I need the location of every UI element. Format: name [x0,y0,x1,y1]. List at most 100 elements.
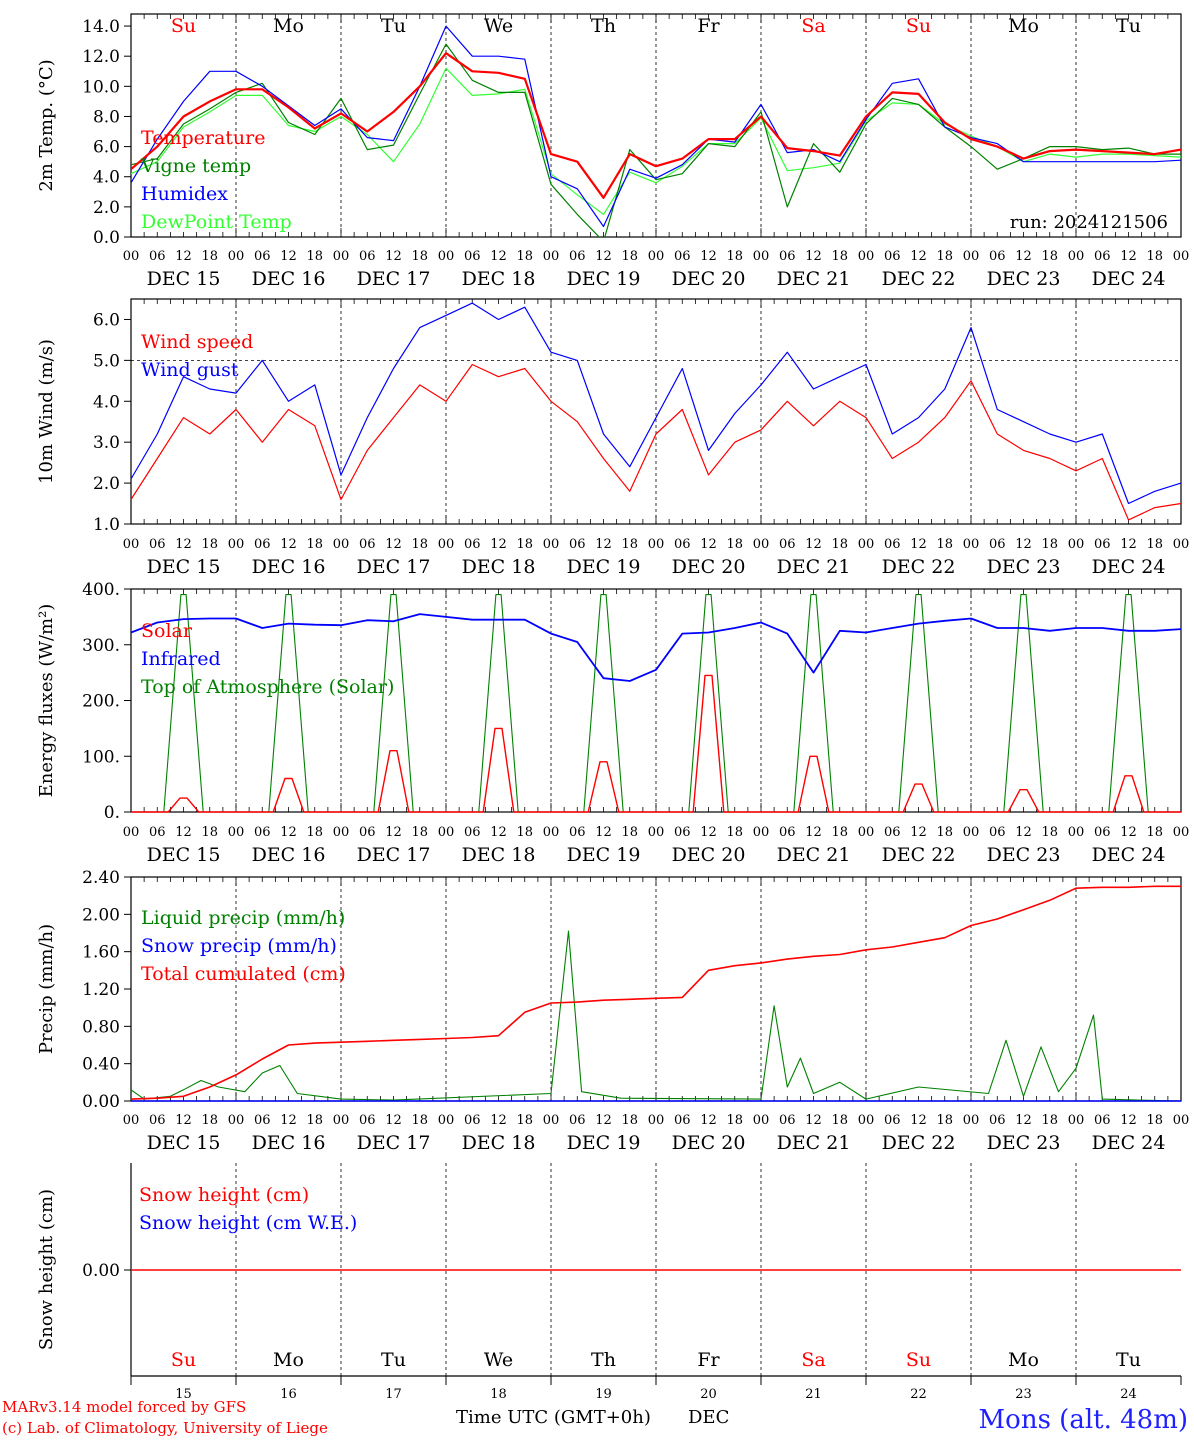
y-tick-label: 6.0 [93,310,120,330]
date-label: DEC 24 [1092,844,1166,866]
hour-tick-label: 06 [359,537,376,552]
y-tick-label: 1.20 [82,980,120,1000]
hour-tick-label: 00 [753,1113,770,1128]
hour-tick-label: 00 [543,825,560,840]
date-label: DEC 20 [672,844,746,866]
y-tick-label: 1.0 [93,515,120,535]
hour-tick-label: 06 [359,249,376,264]
date-label: DEC 15 [147,844,221,866]
hour-tick-label: 00 [333,1113,350,1128]
hour-tick-label: 00 [963,537,980,552]
hour-tick-label: 12 [490,825,507,840]
date-label: DEC 18 [462,556,536,578]
date-label: DEC 18 [462,268,536,290]
hour-tick-label: 00 [1068,1113,1085,1128]
date-label: DEC 17 [357,844,431,866]
date-label: DEC 16 [252,556,326,578]
series-line [130,363,1182,521]
hour-tick-label: 18 [411,249,428,264]
hour-tick-label: 00 [963,1113,980,1128]
hour-tick-label: 00 [753,537,770,552]
hour-tick-label: 06 [149,537,166,552]
hour-tick-label: 18 [726,1113,743,1128]
hour-tick-label: 18 [831,537,848,552]
hour-tick-label: 06 [674,249,691,264]
hour-tick-label: 06 [359,1113,376,1128]
hour-tick-label: 00 [858,249,875,264]
date-label: DEC 20 [672,556,746,578]
hour-tick-label: 00 [333,825,350,840]
temperature-panel: 0.0 2.0 4.0 6.0 8.0 10.0 12.0 14.0 2m Temp. (°C)… [36,13,1189,290]
hour-tick-label: 18 [936,537,953,552]
hour-tick-label: 12 [1120,825,1137,840]
hour-tick-label: 06 [464,825,481,840]
hour-tick-label: 18 [621,825,638,840]
hour-tick-label: 12 [175,537,192,552]
date-label: DEC 16 [252,844,326,866]
date-label: DEC 16 [252,268,326,290]
footer-model: MARv3.14 model forced by GFS [2,1398,246,1416]
hour-tick-label: 06 [884,825,901,840]
hour-tick-label: 00 [1173,825,1190,840]
hour-tick-label: 18 [411,537,428,552]
hour-tick-label: 06 [884,249,901,264]
hour-tick-label: 12 [805,1113,822,1128]
energy-panel: 0. 100. 200. 300. 400. Energy fluxes (W/m²) So… [36,580,1189,866]
footer-credit: (c) Lab. of Climatology, University of L… [2,1419,328,1437]
weekday-label: Mo [273,15,304,37]
hour-tick-label: 18 [1146,1113,1163,1128]
hour-tick-label: 18 [516,537,533,552]
run-label: run: 2024121506 [1010,212,1168,233]
hour-tick-label: 00 [123,825,140,840]
hour-tick-label: 00 [438,1113,455,1128]
hour-tick-label: 00 [123,249,140,264]
legend-entry: Total cumulated (cm) [141,963,346,985]
hour-tick-label: 00 [858,537,875,552]
hour-tick-label: 12 [910,249,927,264]
y-tick-label: 400. [82,580,120,600]
weekday-label: Fr [697,15,720,37]
date-label: DEC 24 [1092,1132,1166,1154]
y-tick-label: 2.0 [93,474,120,494]
hour-tick-label: 18 [1041,825,1058,840]
weekday-label: Su [171,1349,196,1371]
date-label: DEC 17 [357,556,431,578]
hour-tick-label: 12 [595,825,612,840]
hour-tick-label: 18 [306,537,323,552]
snow-panel: 0.00 Snow height (cm) Snow height (cm) Snow… [36,1163,1182,1402]
hour-tick-label: 06 [779,537,796,552]
hour-tick-label: 12 [700,537,717,552]
date-label: DEC 23 [987,844,1061,866]
hour-tick-label: 12 [700,1113,717,1128]
date-label: DEC 15 [147,1132,221,1154]
legend-entry: Vigne temp [140,155,251,177]
date-label: DEC 23 [987,1132,1061,1154]
weekday-label: Sa [801,15,825,37]
weekday-label: Su [906,1349,931,1371]
weekday-label: We [484,1349,513,1371]
hour-tick-label: 18 [621,1113,638,1128]
hour-tick-label: 00 [1173,1113,1190,1128]
legend-entry: Infrared [141,648,221,670]
y-tick-label: 0. [104,803,120,823]
y-tick-label: 0.80 [82,1017,120,1037]
legend-entry: DewPoint Temp [141,211,292,233]
hour-tick-label: 00 [753,825,770,840]
hour-tick-label: 12 [595,537,612,552]
day-number-label: 22 [910,1387,927,1402]
hour-tick-label: 06 [674,537,691,552]
day-number-label: 17 [385,1387,402,1402]
date-label: DEC 21 [777,1132,851,1154]
legend-entry: Top of Atmosphere (Solar) [141,676,394,698]
y-axis-label: Precip (mm/h) [36,924,57,1054]
hour-tick-label: 06 [989,1113,1006,1128]
hour-tick-label: 12 [385,1113,402,1128]
legend-entry: Wind speed [141,331,253,353]
y-tick-label: 2.0 [93,198,120,218]
temperature-series-group [131,25,1181,237]
hour-tick-label: 00 [1068,249,1085,264]
weekday-label: Su [171,15,196,37]
hour-tick-label: 06 [674,1113,691,1128]
series-line-liquid [130,930,1182,1102]
